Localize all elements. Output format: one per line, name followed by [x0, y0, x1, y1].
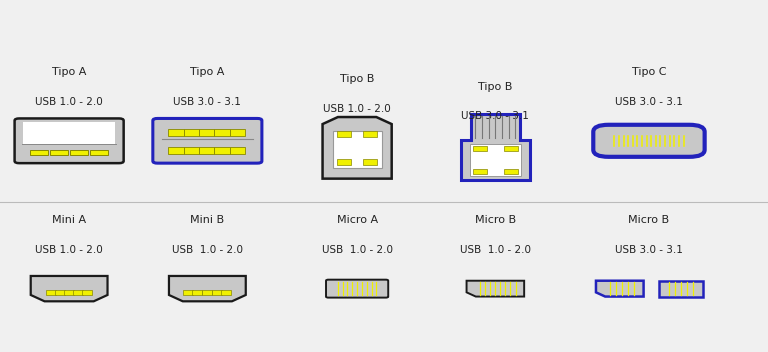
Text: USB 1.0 - 2.0: USB 1.0 - 2.0: [35, 245, 103, 255]
Text: Micro B: Micro B: [628, 215, 670, 225]
Bar: [473, 146, 487, 151]
Bar: [73, 290, 83, 295]
Bar: [470, 144, 521, 176]
Text: Micro A: Micro A: [336, 215, 378, 225]
FancyBboxPatch shape: [593, 125, 705, 157]
Bar: [363, 131, 377, 137]
Bar: [50, 150, 68, 155]
Bar: [473, 169, 487, 174]
Bar: [230, 129, 245, 136]
Bar: [504, 169, 518, 174]
Bar: [230, 147, 245, 154]
Bar: [363, 159, 377, 165]
Text: Micro B: Micro B: [475, 215, 516, 225]
Bar: [81, 290, 91, 295]
Bar: [184, 129, 199, 136]
Bar: [199, 129, 214, 136]
Bar: [30, 150, 48, 155]
Text: Tipo C: Tipo C: [632, 68, 666, 77]
Bar: [202, 290, 212, 295]
FancyBboxPatch shape: [15, 118, 124, 163]
Bar: [70, 150, 88, 155]
Bar: [199, 147, 214, 154]
Bar: [214, 147, 230, 154]
Bar: [184, 147, 199, 154]
Text: USB  1.0 - 2.0: USB 1.0 - 2.0: [172, 245, 243, 255]
Text: Mini A: Mini A: [52, 215, 86, 225]
Bar: [214, 129, 230, 136]
Polygon shape: [467, 281, 524, 296]
Text: Tipo A: Tipo A: [52, 68, 86, 77]
Bar: [333, 131, 382, 168]
Bar: [504, 146, 518, 151]
Bar: [221, 290, 231, 295]
Text: USB 1.0 - 2.0: USB 1.0 - 2.0: [323, 105, 391, 114]
Text: USB 1.0 - 2.0: USB 1.0 - 2.0: [35, 98, 103, 107]
Bar: [46, 290, 56, 295]
Polygon shape: [323, 117, 392, 179]
FancyBboxPatch shape: [326, 279, 389, 298]
Polygon shape: [596, 281, 644, 296]
Text: USB  1.0 - 2.0: USB 1.0 - 2.0: [460, 245, 531, 255]
Bar: [168, 147, 184, 154]
Bar: [90, 150, 108, 155]
Bar: [64, 290, 74, 295]
Polygon shape: [169, 276, 246, 301]
Text: Mini B: Mini B: [190, 215, 224, 225]
FancyBboxPatch shape: [153, 118, 262, 163]
Bar: [337, 131, 351, 137]
Text: USB 3.0 - 3.1: USB 3.0 - 3.1: [174, 98, 241, 107]
Bar: [55, 290, 65, 295]
Text: Tipo B: Tipo B: [340, 75, 374, 84]
Text: USB 3.0 - 3.1: USB 3.0 - 3.1: [615, 98, 683, 107]
Text: USB 3.0 - 3.1: USB 3.0 - 3.1: [462, 112, 529, 121]
Bar: [183, 290, 193, 295]
Text: USB  1.0 - 2.0: USB 1.0 - 2.0: [322, 245, 392, 255]
Text: USB 3.0 - 3.1: USB 3.0 - 3.1: [615, 245, 683, 255]
Polygon shape: [461, 113, 530, 180]
Bar: [192, 290, 203, 295]
Bar: [337, 159, 351, 165]
Bar: [211, 290, 221, 295]
Polygon shape: [31, 276, 108, 301]
Text: Tipo A: Tipo A: [190, 68, 224, 77]
Bar: [659, 281, 703, 296]
Bar: [23, 122, 115, 144]
Bar: [168, 129, 184, 136]
Text: Tipo B: Tipo B: [478, 82, 512, 92]
